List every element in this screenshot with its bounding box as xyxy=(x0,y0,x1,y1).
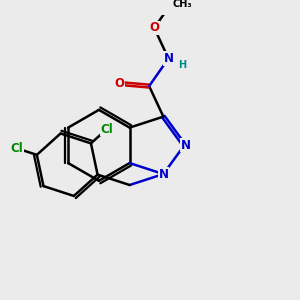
Text: N: N xyxy=(164,52,173,65)
Text: H: H xyxy=(178,60,187,70)
Text: Cl: Cl xyxy=(10,142,23,155)
Text: CH₃: CH₃ xyxy=(172,0,192,10)
Text: O: O xyxy=(114,77,124,90)
Text: Cl: Cl xyxy=(100,123,113,136)
Text: N: N xyxy=(181,139,191,152)
Text: O: O xyxy=(149,21,159,34)
Text: N: N xyxy=(158,167,168,181)
